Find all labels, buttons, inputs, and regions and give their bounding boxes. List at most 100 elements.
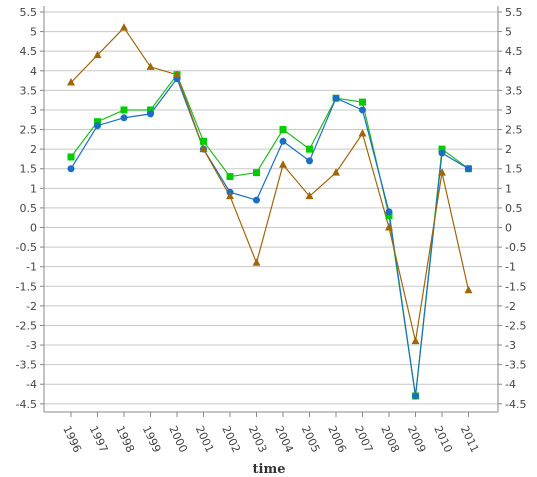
y-tick-label-left: -1 (26, 261, 37, 274)
series-1-point (279, 126, 287, 134)
axes (40, 6, 502, 417)
series-2-point (120, 114, 128, 122)
x-tick-label: 2005 (299, 424, 323, 455)
x-tick-label: 2006 (325, 424, 349, 455)
series-3-point (173, 70, 181, 78)
y-tick-label-right: -4 (505, 378, 516, 391)
y-tick-label-left: -4 (26, 378, 37, 391)
series-3-point (226, 191, 234, 200)
y-tick-label-right: -2 (505, 300, 516, 313)
y-tick-label-right: 0 (505, 222, 512, 235)
y-tick-label-left: 3.5 (20, 84, 38, 97)
x-tick-label: 2011 (458, 424, 482, 455)
y-tick-label-left: -2 (26, 300, 37, 313)
y-tick-label-left: 4.5 (20, 45, 38, 58)
y-tick-label-right: 2 (505, 143, 512, 156)
series-3-point (252, 258, 261, 266)
y-tick-label-right: -3.5 (505, 359, 526, 372)
y-tick-label-left: 2 (30, 143, 37, 156)
y-tick-label-left: -1.5 (16, 280, 37, 293)
series-3-point (67, 78, 75, 86)
series-1-point (359, 98, 366, 106)
series-2-point (332, 94, 340, 102)
series-1-point (147, 106, 154, 114)
series-2-point (94, 122, 101, 130)
y-tick-label-right: 4.5 (505, 45, 523, 58)
series-2-point (465, 165, 472, 173)
y-tick-label-left: 0.5 (20, 202, 38, 215)
y-tick-label-left: -4.5 (16, 398, 37, 411)
series-1-point (67, 153, 75, 161)
y-tick-label-right: 4 (505, 65, 512, 78)
x-tick-label: 1999 (140, 424, 164, 455)
series-1-point (226, 173, 234, 181)
tick-labels: 5.5 5.5 5 5 4.5 4.5 4 4 3.5 3.5 3 3 2.5 2.5 2 2 1.5 1.5 1 1… (16, 6, 527, 455)
y-tick-label-left: 5 (30, 26, 37, 39)
y-tick-label-left: 1.5 (20, 163, 38, 176)
y-tick-label-right: -4.5 (505, 398, 526, 411)
series-line-3 (70, 26, 470, 342)
x-tick-label: 2001 (193, 424, 217, 455)
x-tick-label: 1996 (60, 424, 84, 455)
y-tick-label-left: 2.5 (20, 124, 38, 137)
series-2-point (306, 157, 313, 165)
series-1-point (438, 145, 446, 153)
y-tick-label-left: 4 (30, 65, 37, 78)
x-axis-title: time (253, 462, 286, 477)
x-tick-label: 2000 (166, 424, 190, 455)
series-1-point (385, 212, 393, 220)
series-2-point (147, 110, 154, 118)
y-tick-label-left: -3 (26, 339, 37, 352)
y-tick-label-right: 3 (505, 104, 512, 117)
x-tick-label: 2010 (431, 424, 455, 455)
y-tick-label-left: -0.5 (16, 241, 37, 254)
y-tick-label-left: 0 (30, 222, 37, 235)
y-tick-label-left: 3 (30, 104, 37, 117)
series-3-point (464, 285, 473, 294)
series-1-point (200, 137, 207, 145)
y-tick-label-right: 5.5 (505, 6, 523, 19)
series-3-point (146, 62, 155, 70)
series-3-point (199, 144, 208, 153)
series-3-point (120, 23, 128, 31)
series-1-point (306, 145, 313, 153)
series-lines (70, 26, 470, 397)
series-line-2 (70, 77, 469, 397)
series-2-point (412, 392, 419, 400)
series-1-point (253, 169, 260, 177)
series-markers (67, 23, 473, 400)
series-1-point (120, 106, 128, 114)
series-3-point (358, 128, 367, 137)
series-3-point (332, 168, 340, 176)
y-tick-label-right: -1 (505, 261, 516, 274)
x-tick-label: 2003 (246, 424, 270, 455)
x-tick-label: 2004 (272, 424, 296, 455)
y-tick-label-right: 1 (505, 182, 512, 195)
x-tick-label: 1998 (113, 424, 137, 455)
x-tick-label: 2007 (352, 424, 376, 455)
x-tick-label: 2008 (378, 424, 402, 455)
y-tick-label-right: 5 (505, 26, 512, 39)
y-tick-label-right: -1.5 (505, 280, 526, 293)
series-3-point (411, 336, 420, 345)
y-tick-label-right: -3 (505, 339, 516, 352)
y-tick-label-right: 1.5 (505, 163, 523, 176)
y-tick-label-right: 3.5 (505, 84, 523, 97)
series-2-point (67, 165, 75, 173)
series-2-point (385, 208, 393, 216)
series-3-point (279, 160, 287, 168)
y-tick-label-left: -3.5 (16, 359, 37, 372)
series-3-point (305, 191, 314, 200)
y-tick-label-left: -2.5 (16, 319, 37, 332)
series-2-point (279, 137, 287, 145)
x-tick-label: 2009 (405, 424, 429, 455)
x-tick-label: 1997 (87, 424, 111, 455)
series-2-point (438, 149, 446, 157)
y-tick-label-right: 0.5 (505, 202, 523, 215)
y-tick-label-left: 5.5 (20, 6, 38, 19)
grid-lines (44, 11, 498, 405)
x-tick-label: 2002 (219, 424, 243, 455)
y-tick-label-right: 2.5 (505, 124, 523, 137)
series-3-point (438, 168, 446, 176)
